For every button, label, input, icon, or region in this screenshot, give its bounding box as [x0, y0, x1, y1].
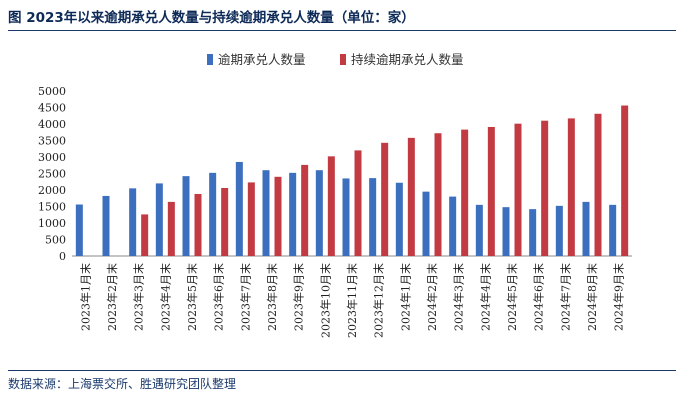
- bar-overdue-17: [502, 207, 510, 256]
- x-tick-label: 2023年11月末: [345, 263, 359, 338]
- bar-overdue-1: [75, 204, 83, 256]
- x-tick-label: 2023年9月末: [292, 263, 306, 331]
- x-tick-label: 2024年8月末: [585, 263, 599, 331]
- bar-persistent-13: [407, 137, 415, 256]
- legend-swatch-1: [207, 54, 213, 65]
- x-tick-label: 2023年8月末: [265, 263, 279, 331]
- bar-persistent-4: [167, 201, 175, 256]
- x-tick-label: 2024年4月末: [478, 263, 492, 331]
- y-tick-label: 1500: [38, 201, 66, 214]
- y-tick-label: 3000: [38, 151, 66, 164]
- y-tick-label: 4000: [38, 118, 66, 131]
- data-source-note: 数据来源：上海票交所、胜遇研究团队整理: [8, 377, 237, 391]
- bar-overdue-3: [129, 188, 137, 256]
- bar-overdue-7: [235, 161, 243, 256]
- x-tick-label: 2024年3月末: [452, 263, 466, 331]
- bar-persistent-10: [327, 156, 335, 256]
- x-tick-label: 2024年2月末: [425, 263, 439, 331]
- bar-overdue-11: [342, 178, 350, 256]
- legend: 逾期承兑人数量 持续逾期承兑人数量: [207, 52, 464, 67]
- bar-overdue-16: [475, 204, 483, 256]
- footer-rule: [8, 370, 676, 371]
- bar-persistent-3: [141, 214, 149, 256]
- y-tick-label: 5000: [38, 85, 66, 98]
- bars-group: [75, 105, 629, 257]
- bar-persistent-11: [354, 150, 362, 256]
- bar-overdue-10: [315, 170, 323, 256]
- x-tick-label: 2024年5月末: [505, 263, 519, 331]
- bar-overdue-9: [289, 172, 297, 256]
- x-tick-label: 2023年5月末: [185, 263, 199, 331]
- legend-swatch-2: [340, 54, 346, 65]
- bar-overdue-14: [422, 191, 430, 256]
- y-tick-label: 0: [59, 250, 66, 263]
- x-tick-label: 2023年2月末: [105, 263, 119, 331]
- bar-overdue-6: [209, 172, 217, 256]
- bar-overdue-12: [369, 178, 377, 256]
- x-tick-label: 2023年10月末: [318, 263, 332, 338]
- bar-overdue-2: [102, 195, 110, 256]
- chart-title: 图 2023年以来逾期承兑人数量与持续逾期承兑人数量（单位：家）: [8, 10, 415, 26]
- bar-persistent-7: [247, 182, 255, 256]
- legend-label-2: 持续逾期承兑人数量: [351, 52, 464, 67]
- x-axis: 2023年1月末 2023年2月末 2023年3月末 2023年4月末 2023年5月末…: [72, 255, 632, 338]
- bar-overdue-21: [609, 204, 617, 256]
- x-tick-label: 2023年4月末: [158, 263, 172, 331]
- bar-persistent-12: [381, 142, 389, 256]
- bar-persistent-5: [194, 193, 202, 256]
- bar-overdue-20: [582, 201, 590, 256]
- y-tick-label: 1000: [38, 217, 66, 230]
- bar-persistent-9: [301, 164, 309, 256]
- bar-persistent-14: [434, 133, 442, 256]
- x-tick-label: 2024年9月末: [612, 263, 626, 331]
- y-tick-label: 2500: [38, 168, 66, 181]
- bar-overdue-5: [182, 176, 190, 256]
- bar-persistent-16: [487, 126, 495, 256]
- y-tick-label: 2000: [38, 184, 66, 197]
- bar-persistent-6: [221, 188, 229, 256]
- x-tick-label: 2023年3月末: [132, 263, 146, 331]
- x-tick-label: 2024年1月末: [398, 263, 412, 331]
- bar-persistent-15: [461, 129, 469, 256]
- x-tick-label: 2023年6月末: [212, 263, 226, 331]
- x-tick-label: 2023年1月末: [78, 263, 92, 331]
- legend-label-1: 逾期承兑人数量: [218, 52, 306, 67]
- bar-persistent-18: [541, 120, 549, 256]
- bar-overdue-8: [262, 170, 270, 256]
- y-tick-label: 500: [45, 234, 66, 247]
- x-tick-label: 2023年7月末: [238, 263, 252, 331]
- y-tick-label: 3500: [38, 135, 66, 148]
- y-axis: 0 500 1000 1500 2000 2500 3000 3500 4000 4500 5000: [38, 85, 66, 263]
- bar-overdue-18: [529, 209, 537, 256]
- x-tick-label: 2024年7月末: [558, 263, 572, 331]
- bar-overdue-4: [155, 183, 163, 256]
- bar-overdue-13: [395, 182, 403, 256]
- bar-persistent-17: [514, 123, 522, 256]
- y-tick-label: 4500: [38, 102, 66, 115]
- bar-persistent-20: [594, 113, 602, 257]
- x-tick-label: 2023年12月末: [372, 263, 386, 338]
- bar-persistent-21: [621, 105, 629, 257]
- bar-overdue-19: [555, 205, 563, 256]
- bar-persistent-8: [274, 176, 282, 256]
- x-tick-label: 2024年6月末: [532, 263, 546, 331]
- bar-persistent-19: [567, 118, 575, 256]
- bar-overdue-15: [449, 196, 457, 256]
- title-rule: [8, 30, 676, 31]
